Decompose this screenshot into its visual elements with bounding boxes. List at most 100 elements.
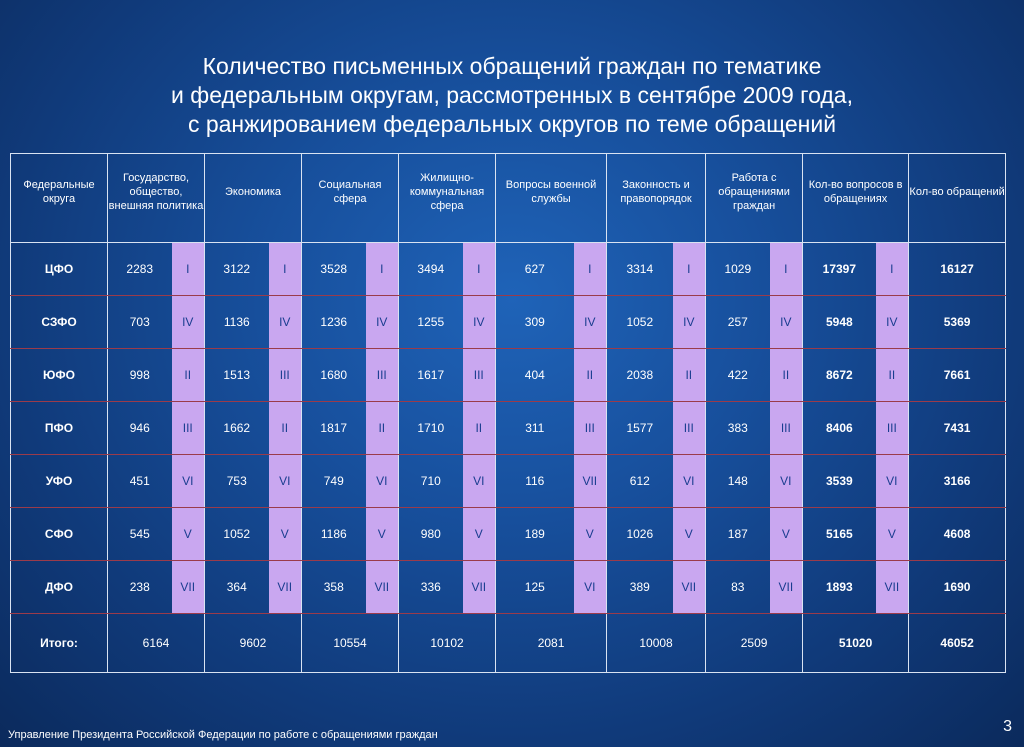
value-cell: 83 [705,560,770,614]
rank-cell: V [171,507,206,561]
rank-cell: I [573,242,608,296]
rank-cell: IV [875,295,910,349]
value-cell: 1029 [705,242,770,296]
value-cell: 1577 [606,401,673,455]
rank-cell: II [672,348,707,402]
rank-cell: VII [268,560,303,614]
rank-cell: I [875,242,910,296]
value-cell: 627 [495,242,574,296]
rank-cell: V [769,507,804,561]
rank-cell: III [769,401,804,455]
value-cell: 189 [495,507,574,561]
column-header: Законность и правопорядок [606,153,707,243]
table-header: Федеральные округа Государство, общество,… [10,153,1007,243]
value-cell: 1026 [606,507,673,561]
rank-cell: V [573,507,608,561]
value-cell: 1136 [204,295,269,349]
value-cell: 946 [107,401,172,455]
appeals-count-cell: 1690 [908,560,1007,614]
value-cell: 309 [495,295,574,349]
questions-count-cell: 1893 [802,560,876,614]
region-name: СЗФО [10,295,108,349]
rank-cell: I [365,242,400,296]
column-header: Вопросы военной службы [495,153,608,243]
rank-cell: I [171,242,206,296]
title-line-2: и федеральным округам, рассмотренных в с… [171,82,853,108]
column-header-label: Жилищно-коммунальная сфера [409,172,485,212]
region-name: УФО [10,454,108,508]
rank-cell: IV [769,295,804,349]
rank-cell: I [769,242,804,296]
total-value-cell: 6164 [106,613,206,673]
grand-total-cell: 46052 [908,613,1007,673]
value-cell: 3494 [398,242,463,296]
value-cell: 364 [204,560,269,614]
value-cell: 703 [107,295,172,349]
value-cell: 336 [398,560,463,614]
totals-label: Итого: [10,613,108,673]
rank-cell: III [268,348,303,402]
value-cell: 1255 [398,295,463,349]
rank-cell: VI [171,454,206,508]
table-row: ЮФО 998 II 1513 III 1680 III 1617 III 404 II 2038 II… [10,348,1007,402]
total-value-cell: 10102 [398,613,497,673]
appeals-count-cell: 7661 [908,348,1007,402]
region-name: ЮФО [10,348,108,402]
rank-cell: II [462,401,497,455]
rank-cell: II [268,401,303,455]
rank-cell: II [171,348,206,402]
value-cell: 238 [107,560,172,614]
value-cell: 1680 [301,348,366,402]
questions-count-cell: 3539 [802,454,876,508]
title-line-3: с ранжированием федеральных округов по т… [187,111,837,137]
rank-cell: IV [462,295,497,349]
value-cell: 389 [606,560,673,614]
region-name: ДФО [10,560,108,614]
rank-cell: V [875,507,910,561]
table-row: ПФО 946 III 1662 II 1817 II 1710 II 311 III 1577 III… [10,401,1007,455]
rank-cell: V [672,507,707,561]
appeals-table: Федеральные округа Государство, общество,… [10,153,1007,673]
rank-cell: VII [171,560,206,614]
column-header-label: Государство, общество, внешняя политика [108,172,204,212]
column-header-label: Законность и правопорядок [620,179,692,205]
value-cell: 1052 [606,295,673,349]
value-cell: 422 [705,348,770,402]
rank-cell: IV [573,295,608,349]
value-cell: 998 [107,348,172,402]
page-number: 3 [1003,718,1012,735]
rank-cell: VII [769,560,804,614]
questions-count-cell: 5165 [802,507,876,561]
column-header: Государство, общество, внешняя политика [106,153,206,243]
value-cell: 358 [301,560,366,614]
column-header: Кол-во обращений [908,153,1007,243]
region-name: ПФО [10,401,108,455]
rank-cell: V [268,507,303,561]
total-value-cell: 10554 [301,613,400,673]
value-cell: 3528 [301,242,366,296]
rank-cell: VI [875,454,910,508]
questions-count-cell: 5948 [802,295,876,349]
rank-cell: V [462,507,497,561]
rank-cell: III [365,348,400,402]
value-cell: 612 [606,454,673,508]
value-cell: 1052 [204,507,269,561]
questions-count-cell: 8406 [802,401,876,455]
value-cell: 710 [398,454,463,508]
column-header-label: Кол-во вопросов в обращениях [808,179,903,205]
appeals-count-cell: 5369 [908,295,1007,349]
rank-cell: VII [875,560,910,614]
value-cell: 257 [705,295,770,349]
value-cell: 2283 [107,242,172,296]
rank-cell: VII [365,560,400,614]
rank-cell: I [268,242,303,296]
rank-cell: I [672,242,707,296]
value-cell: 753 [204,454,269,508]
table-row: СФО 545 V 1052 V 1186 V 980 V 189 V 1026 V 187 V 5165 V 4… [10,507,1007,561]
appeals-count-cell: 7431 [908,401,1007,455]
column-header: Экономика [204,153,303,243]
appeals-count-cell: 16127 [908,242,1007,296]
rank-cell: II [769,348,804,402]
rank-cell: VII [462,560,497,614]
total-value-cell: 2081 [495,613,608,673]
